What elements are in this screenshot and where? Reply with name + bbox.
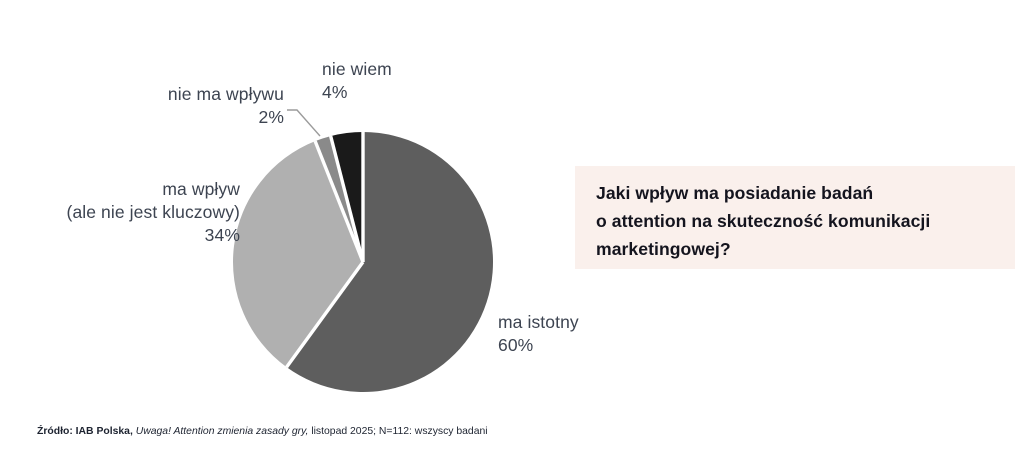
pie-label-nie-wiem-name: nie wiem <box>322 59 392 79</box>
pie-chart-svg <box>233 109 494 393</box>
pie-label-nie-ma-wplywu: nie ma wpływu 2% <box>168 83 284 129</box>
question-text: Jaki wpływ ma posiadanie badań o attenti… <box>596 180 997 263</box>
pie-label-ma-wplyw-name-line2: (ale nie jest kluczowy) <box>66 202 240 223</box>
pie-label-ma-istotny-value: 60% <box>498 335 534 356</box>
pie-label-nie-wiem: nie wiem 4% <box>322 58 392 104</box>
question-line-3: marketingowej? <box>596 238 731 259</box>
source-note: Źródło: IAB Polska, Uwaga! Attention zmi… <box>37 425 488 438</box>
pie-label-ma-wplyw: ma wpływ (ale nie jest kluczowy) 34% <box>67 178 240 247</box>
pie-label-ma-wplyw-value: 34% <box>204 225 240 246</box>
pie-label-nie-ma-wplywu-name: nie ma wpływu <box>167 84 284 104</box>
pie-label-ma-istotny-name: ma istotny <box>498 312 579 332</box>
pie-label-ma-istotny: ma istotny 60% <box>498 311 579 357</box>
source-prefix: Źródło: IAB Polska, <box>37 426 133 437</box>
source-details: listopad 2025; N=112: wszyscy badani <box>311 426 488 437</box>
question-line-1: Jaki wpływ ma posiadanie badań <box>596 183 874 203</box>
pie-label-ma-wplyw-name-line1: ma wpływ <box>162 179 240 199</box>
leader-line-nie-ma-wplywu <box>287 109 321 137</box>
question-callout-box: Jaki wpływ ma posiadanie badań o attenti… <box>575 166 1015 269</box>
question-line-2: o attention na skuteczność komunikacji <box>596 210 931 231</box>
source-report-title: Uwaga! Attention zmienia zasady gry, <box>135 426 309 437</box>
pie-label-nie-ma-wplywu-value: 2% <box>258 107 284 128</box>
pie-slice-separators <box>285 132 365 369</box>
pie-chart <box>0 0 560 420</box>
pie-label-nie-wiem-value: 4% <box>322 82 348 103</box>
pie-slice-ma-istotny[interactable] <box>286 132 494 393</box>
pie-slice-ma-wplyw[interactable] <box>233 141 363 368</box>
